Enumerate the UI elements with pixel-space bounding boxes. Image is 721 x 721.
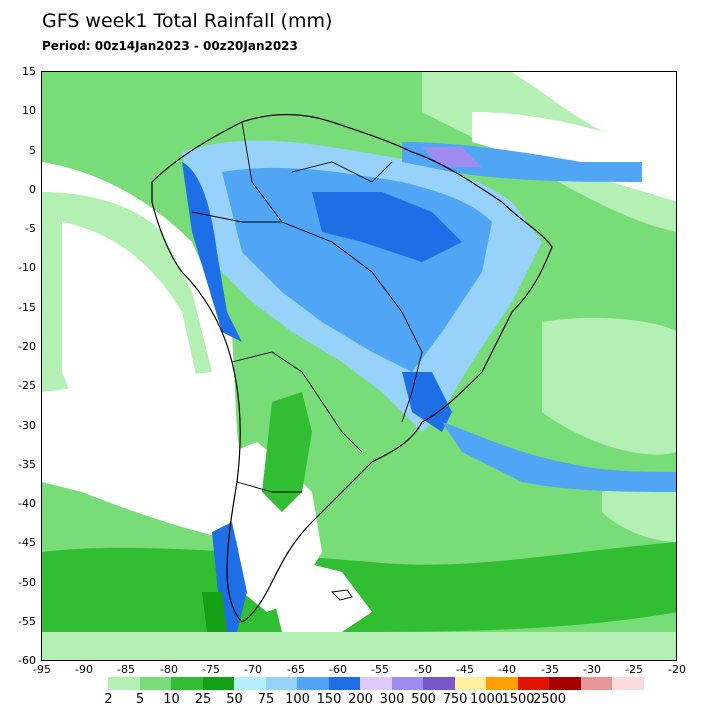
colorbar-swatch (580, 677, 612, 690)
colorbar-label: 1500 (501, 692, 535, 707)
lon-tick: -80 (160, 663, 178, 676)
lon-tick: -90 (75, 663, 93, 676)
colorbar-swatch (265, 677, 297, 690)
light-south-atlantic-2 (602, 487, 676, 542)
lat-tick: -10 (18, 261, 36, 274)
lon-tick: -75 (202, 663, 220, 676)
lat-tick: -20 (18, 340, 36, 353)
amazon-heavy (312, 192, 462, 262)
colorbar-label: 300 (379, 692, 405, 707)
lat-tick: -45 (18, 536, 36, 549)
lat-tick: 15 (22, 65, 36, 78)
colorbar-label: 1000 (469, 692, 504, 707)
lat-tick: -5 (25, 222, 36, 235)
lon-tick: -45 (456, 663, 474, 676)
colorbar-label: 150 (316, 692, 342, 707)
lon-tick: -60 (329, 663, 347, 676)
colorbar-label: 2 (104, 692, 113, 707)
lat-tick: 0 (29, 183, 36, 196)
colorbar-label: 25 (194, 692, 212, 707)
lon-tick: -40 (498, 663, 516, 676)
colorbar-swatch (391, 677, 423, 690)
lon-tick: -50 (414, 663, 432, 676)
colorbar-swatch (202, 677, 234, 690)
lon-tick: -35 (541, 663, 559, 676)
dry-north-atlantic (512, 72, 676, 162)
colorbar-swatch (517, 677, 549, 690)
colorbar-swatch (171, 677, 203, 690)
lon-tick: -70 (244, 663, 262, 676)
colorbar-swatch (360, 677, 392, 690)
far-south (42, 632, 676, 660)
border-line-1 (241, 121, 423, 423)
atlantic-frontal-band (442, 422, 676, 492)
colorbar (108, 677, 644, 690)
colorbar-label: 10 (163, 692, 180, 707)
colorbar-label: 2500 (532, 692, 567, 707)
lon-tick: -30 (583, 663, 601, 676)
lat-tick: -35 (18, 458, 36, 471)
argentina-green (262, 392, 312, 512)
lon-tick: -95 (33, 663, 51, 676)
lon-tick: -20 (668, 663, 686, 676)
lat-tick: -15 (18, 301, 36, 314)
lon-tick: -85 (117, 663, 135, 676)
lat-tick: -60 (18, 654, 36, 667)
lat-tick: -55 (18, 615, 36, 628)
colorbar-swatch (234, 677, 266, 690)
border-line-4 (291, 161, 393, 183)
border-line-2 (191, 211, 282, 223)
southern-chile-green (202, 592, 227, 632)
southern-band (42, 542, 676, 632)
colorbar-swatch (328, 677, 360, 690)
rainfall-field (42, 72, 676, 660)
colorbar-swatch (139, 677, 171, 690)
border-line-3 (231, 351, 363, 453)
colorbar-swatch (486, 677, 518, 690)
map-title: GFS week1 Total Rainfall (mm) (42, 10, 333, 32)
dry-pacific-inner (62, 222, 212, 492)
lon-tick: -25 (625, 663, 643, 676)
lat-tick: 5 (29, 144, 36, 157)
colorbar-label: 75 (257, 692, 275, 707)
colorbar-label: 500 (411, 692, 436, 707)
lon-tick: -55 (371, 663, 389, 676)
light-south-atlantic (542, 317, 676, 455)
colorbar-swatch (612, 677, 644, 690)
lat-tick: -30 (18, 419, 36, 432)
map-subtitle: Period: 00z14Jan2023 - 00z20Jan2023 (42, 39, 298, 53)
colorbar-swatch (549, 677, 581, 690)
colorbar-swatch (108, 677, 140, 690)
falklands (330, 589, 353, 601)
dry-south-patagonia (262, 552, 372, 632)
colorbar-label: 5 (135, 692, 145, 707)
lat-tick: -40 (18, 497, 36, 510)
colorbar-swatch (454, 677, 486, 690)
colorbar-swatch (297, 677, 329, 690)
border-line-5 (236, 481, 302, 493)
continent-outline (151, 113, 553, 623)
colorbar-label: 200 (348, 692, 373, 707)
colorbar-label: 100 (285, 692, 310, 707)
colorbar-swatch (423, 677, 455, 690)
colorbar-label: 750 (442, 692, 468, 707)
lon-tick: -65 (287, 663, 305, 676)
andes-wet (182, 162, 242, 342)
lat-tick: -50 (18, 576, 36, 589)
lat-tick: -25 (18, 379, 36, 392)
rainfall-map (41, 71, 677, 661)
colorbar-label: 50 (226, 692, 243, 707)
southeast-brazil-heavy (402, 372, 452, 432)
lat-tick: 10 (22, 104, 36, 117)
